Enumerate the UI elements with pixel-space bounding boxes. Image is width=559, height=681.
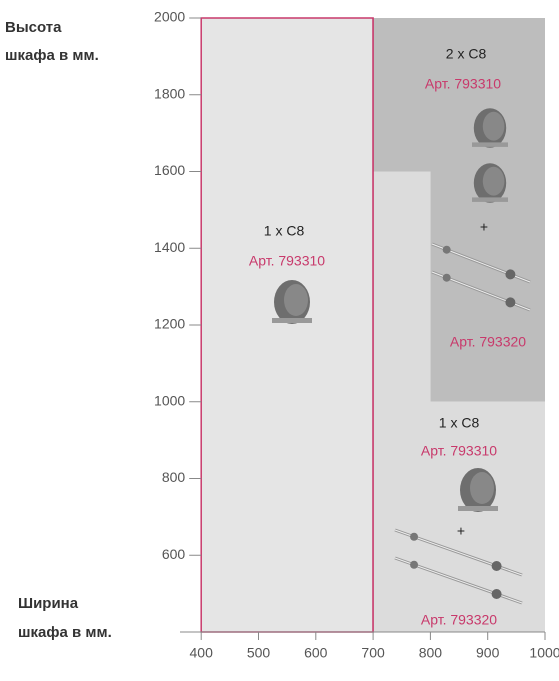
x-tick-label: 400 xyxy=(190,645,214,661)
region-label: 1 x C8 xyxy=(439,415,480,431)
motor-icon xyxy=(470,472,494,504)
region-label: Арт. 793310 xyxy=(425,76,501,92)
motor-icon xyxy=(472,197,508,202)
x-tick-label: 600 xyxy=(304,645,328,661)
motor-icon xyxy=(472,142,508,147)
rod-icon xyxy=(410,560,419,569)
x-tick-label: 500 xyxy=(247,645,271,661)
region xyxy=(373,18,545,402)
rod-icon xyxy=(491,589,502,599)
rod-icon xyxy=(442,273,451,282)
y-title: шкафа в мм. xyxy=(5,47,99,64)
motor-icon xyxy=(272,318,312,323)
region-label: 2 x C8 xyxy=(446,46,487,62)
motor-icon xyxy=(284,284,308,316)
rod-icon xyxy=(442,245,451,254)
x-tick-label: 700 xyxy=(361,645,385,661)
y-tick-label: 1000 xyxy=(154,392,185,408)
region-label: Арт. 793320 xyxy=(421,612,497,628)
y-tick-label: 600 xyxy=(162,546,186,562)
region-label: Арт. 793310 xyxy=(249,253,325,269)
x-title: шкафа в мм. xyxy=(18,624,112,641)
y-tick-label: 2000 xyxy=(154,9,185,25)
y-tick-label: 1200 xyxy=(154,316,185,332)
region-label: + xyxy=(457,523,465,539)
y-tick-label: 800 xyxy=(162,469,186,485)
motor-icon xyxy=(458,506,498,511)
region-label: Арт. 793320 xyxy=(450,334,526,350)
region-label: + xyxy=(480,219,488,235)
rod-icon xyxy=(505,297,516,308)
region xyxy=(373,171,545,632)
y-tick-label: 1400 xyxy=(154,239,185,255)
motor-icon xyxy=(482,111,505,141)
rod-icon xyxy=(491,561,502,571)
region-label: 1 x C8 xyxy=(264,223,305,239)
region-label: Арт. 793310 xyxy=(421,443,497,459)
region xyxy=(200,17,374,633)
x-tick-label: 800 xyxy=(419,645,443,661)
y-title: Высота xyxy=(5,19,62,36)
rod-icon xyxy=(505,269,516,280)
y-tick-label: 1800 xyxy=(154,85,185,101)
x-tick-label: 1000 xyxy=(529,645,559,661)
x-tick-label: 900 xyxy=(476,645,500,661)
y-tick-label: 1600 xyxy=(154,162,185,178)
rod-icon xyxy=(410,532,419,541)
x-title: Ширина xyxy=(18,595,79,612)
motor-icon xyxy=(482,166,505,196)
